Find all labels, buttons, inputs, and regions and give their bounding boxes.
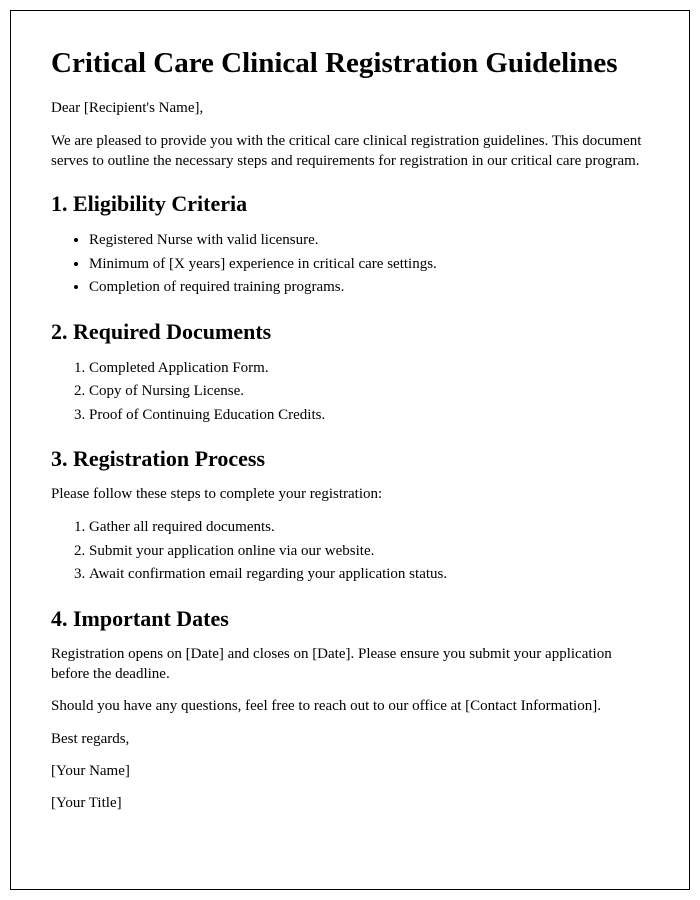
- eligibility-list: Registered Nurse with valid licensure. M…: [51, 229, 649, 299]
- section-heading-documents: 2. Required Documents: [51, 319, 649, 345]
- section-heading-dates: 4. Important Dates: [51, 606, 649, 632]
- list-item: Completed Application Form.: [89, 357, 649, 380]
- intro-paragraph: We are pleased to provide you with the c…: [51, 131, 649, 172]
- section-heading-process: 3. Registration Process: [51, 446, 649, 472]
- list-item: Await confirmation email regarding your …: [89, 563, 649, 586]
- list-item: Registered Nurse with valid licensure.: [89, 229, 649, 252]
- greeting-line: Dear [Recipient's Name],: [51, 98, 649, 118]
- document-page: Critical Care Clinical Registration Guid…: [10, 10, 690, 890]
- list-item: Gather all required documents.: [89, 516, 649, 539]
- list-item: Proof of Continuing Education Credits.: [89, 404, 649, 427]
- process-lead: Please follow these steps to complete yo…: [51, 484, 649, 504]
- contact-paragraph: Should you have any questions, feel free…: [51, 696, 649, 716]
- signature-name: [Your Name]: [51, 761, 649, 781]
- list-item: Minimum of [X years] experience in criti…: [89, 253, 649, 276]
- list-item: Completion of required training programs…: [89, 276, 649, 299]
- section-heading-eligibility: 1. Eligibility Criteria: [51, 191, 649, 217]
- list-item: Copy of Nursing License.: [89, 380, 649, 403]
- signature-title: [Your Title]: [51, 793, 649, 813]
- process-list: Gather all required documents. Submit yo…: [51, 516, 649, 586]
- documents-list: Completed Application Form. Copy of Nurs…: [51, 357, 649, 427]
- document-title: Critical Care Clinical Registration Guid…: [51, 47, 649, 80]
- list-item: Submit your application online via our w…: [89, 540, 649, 563]
- dates-body: Registration opens on [Date] and closes …: [51, 644, 649, 685]
- closing-line: Best regards,: [51, 729, 649, 749]
